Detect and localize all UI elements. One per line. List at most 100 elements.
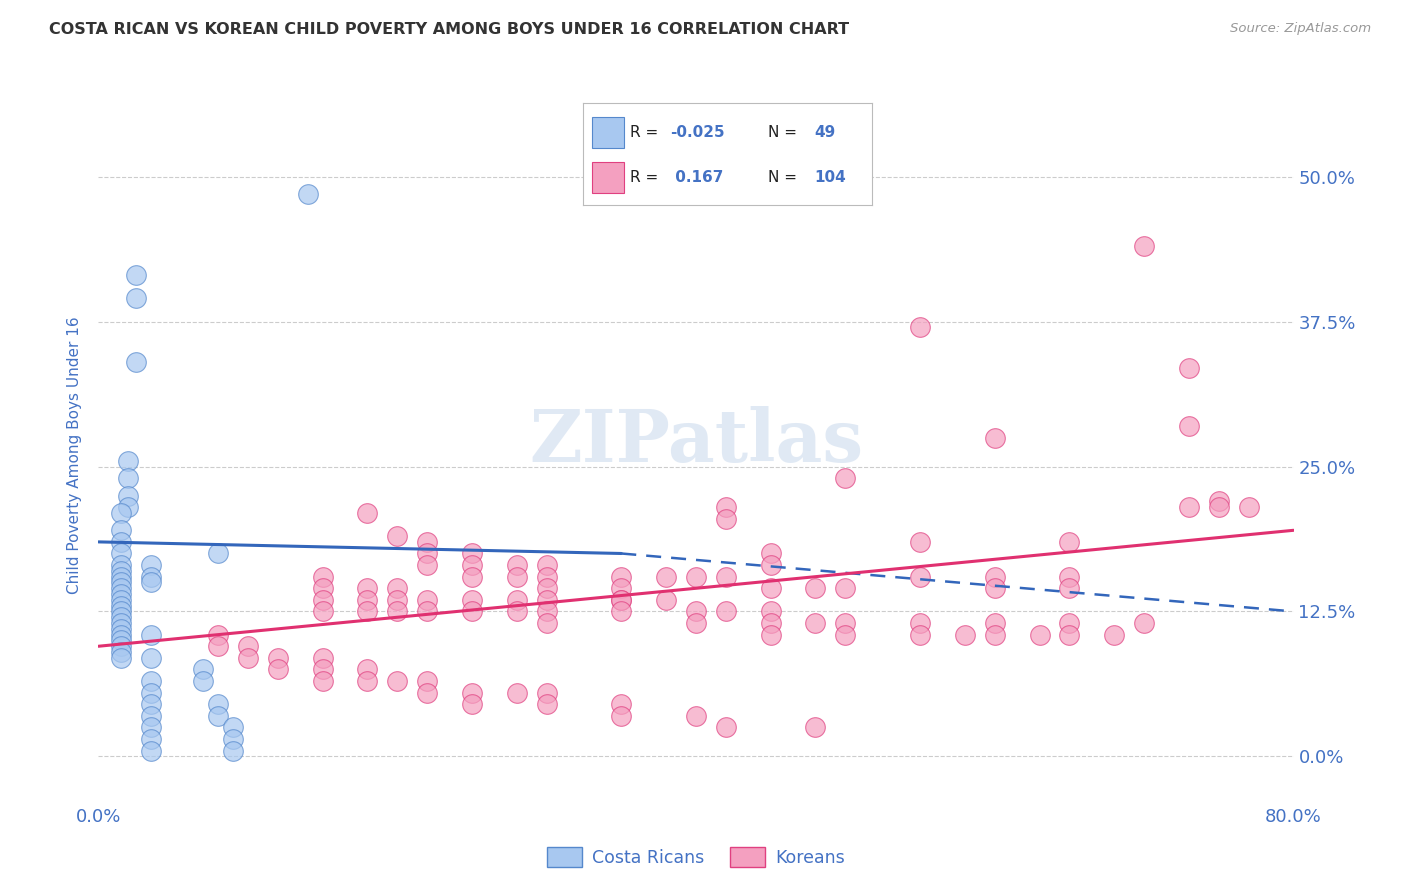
Text: 0.167: 0.167 — [671, 170, 723, 185]
Point — [139, 708, 162, 723]
Point — [984, 628, 1007, 642]
Point — [117, 471, 139, 485]
Point — [236, 651, 259, 665]
Point — [311, 570, 333, 584]
Point — [984, 582, 1007, 596]
Point — [953, 628, 976, 642]
Point — [385, 592, 409, 607]
Point — [461, 685, 484, 699]
Text: R =: R = — [630, 125, 662, 140]
Point — [908, 628, 931, 642]
Point — [110, 651, 132, 665]
Point — [110, 575, 132, 590]
Point — [385, 674, 409, 689]
Point — [610, 570, 633, 584]
FancyBboxPatch shape — [592, 117, 624, 148]
Point — [610, 582, 633, 596]
Point — [536, 685, 558, 699]
Point — [139, 570, 162, 584]
Point — [139, 628, 162, 642]
Point — [506, 605, 529, 619]
Text: R =: R = — [630, 170, 662, 185]
Point — [984, 570, 1007, 584]
Point — [1059, 534, 1081, 549]
Point — [236, 639, 259, 653]
Point — [416, 674, 439, 689]
Point — [311, 651, 333, 665]
Point — [804, 582, 827, 596]
Point — [759, 582, 782, 596]
Point — [139, 685, 162, 699]
Point — [536, 615, 558, 630]
Text: Source: ZipAtlas.com: Source: ZipAtlas.com — [1230, 22, 1371, 36]
Point — [139, 674, 162, 689]
Point — [536, 582, 558, 596]
Point — [908, 570, 931, 584]
Point — [655, 592, 678, 607]
Point — [125, 355, 148, 369]
Point — [804, 721, 827, 735]
Point — [191, 674, 214, 689]
Point — [759, 558, 782, 573]
Point — [984, 431, 1007, 445]
Point — [908, 534, 931, 549]
Point — [356, 506, 378, 520]
Point — [416, 558, 439, 573]
Point — [536, 558, 558, 573]
Point — [1059, 582, 1081, 596]
Point — [110, 582, 132, 596]
Point — [1104, 628, 1126, 642]
Point — [416, 605, 439, 619]
Point — [536, 570, 558, 584]
Point — [416, 546, 439, 561]
Point — [311, 605, 333, 619]
Point — [536, 698, 558, 712]
Point — [110, 610, 132, 624]
Point — [110, 592, 132, 607]
Text: 104: 104 — [814, 170, 846, 185]
Point — [610, 592, 633, 607]
Point — [685, 570, 707, 584]
Y-axis label: Child Poverty Among Boys Under 16: Child Poverty Among Boys Under 16 — [67, 316, 83, 594]
Point — [461, 546, 484, 561]
Point — [191, 662, 214, 677]
Point — [834, 628, 856, 642]
Point — [110, 564, 132, 578]
FancyBboxPatch shape — [592, 162, 624, 193]
Point — [506, 685, 529, 699]
Point — [685, 615, 707, 630]
Legend: Costa Ricans, Koreans: Costa Ricans, Koreans — [540, 840, 852, 874]
Point — [416, 685, 439, 699]
Point — [117, 500, 139, 514]
Point — [610, 592, 633, 607]
Point — [311, 674, 333, 689]
Point — [536, 592, 558, 607]
Point — [356, 605, 378, 619]
Point — [110, 570, 132, 584]
Point — [110, 546, 132, 561]
Point — [834, 615, 856, 630]
Point — [1028, 628, 1050, 642]
Point — [110, 633, 132, 648]
Point — [685, 605, 707, 619]
Point — [356, 662, 378, 677]
Point — [110, 639, 132, 653]
Point — [536, 605, 558, 619]
Point — [984, 615, 1007, 630]
Point — [759, 546, 782, 561]
Point — [714, 512, 737, 526]
Point — [759, 615, 782, 630]
Point — [139, 744, 162, 758]
Point — [110, 523, 132, 537]
Point — [139, 731, 162, 746]
Text: N =: N = — [768, 125, 797, 140]
Point — [461, 698, 484, 712]
Point — [461, 605, 484, 619]
Point — [461, 592, 484, 607]
Point — [759, 628, 782, 642]
Point — [139, 651, 162, 665]
Point — [1059, 628, 1081, 642]
Point — [714, 605, 737, 619]
Point — [267, 662, 290, 677]
Point — [297, 187, 319, 202]
